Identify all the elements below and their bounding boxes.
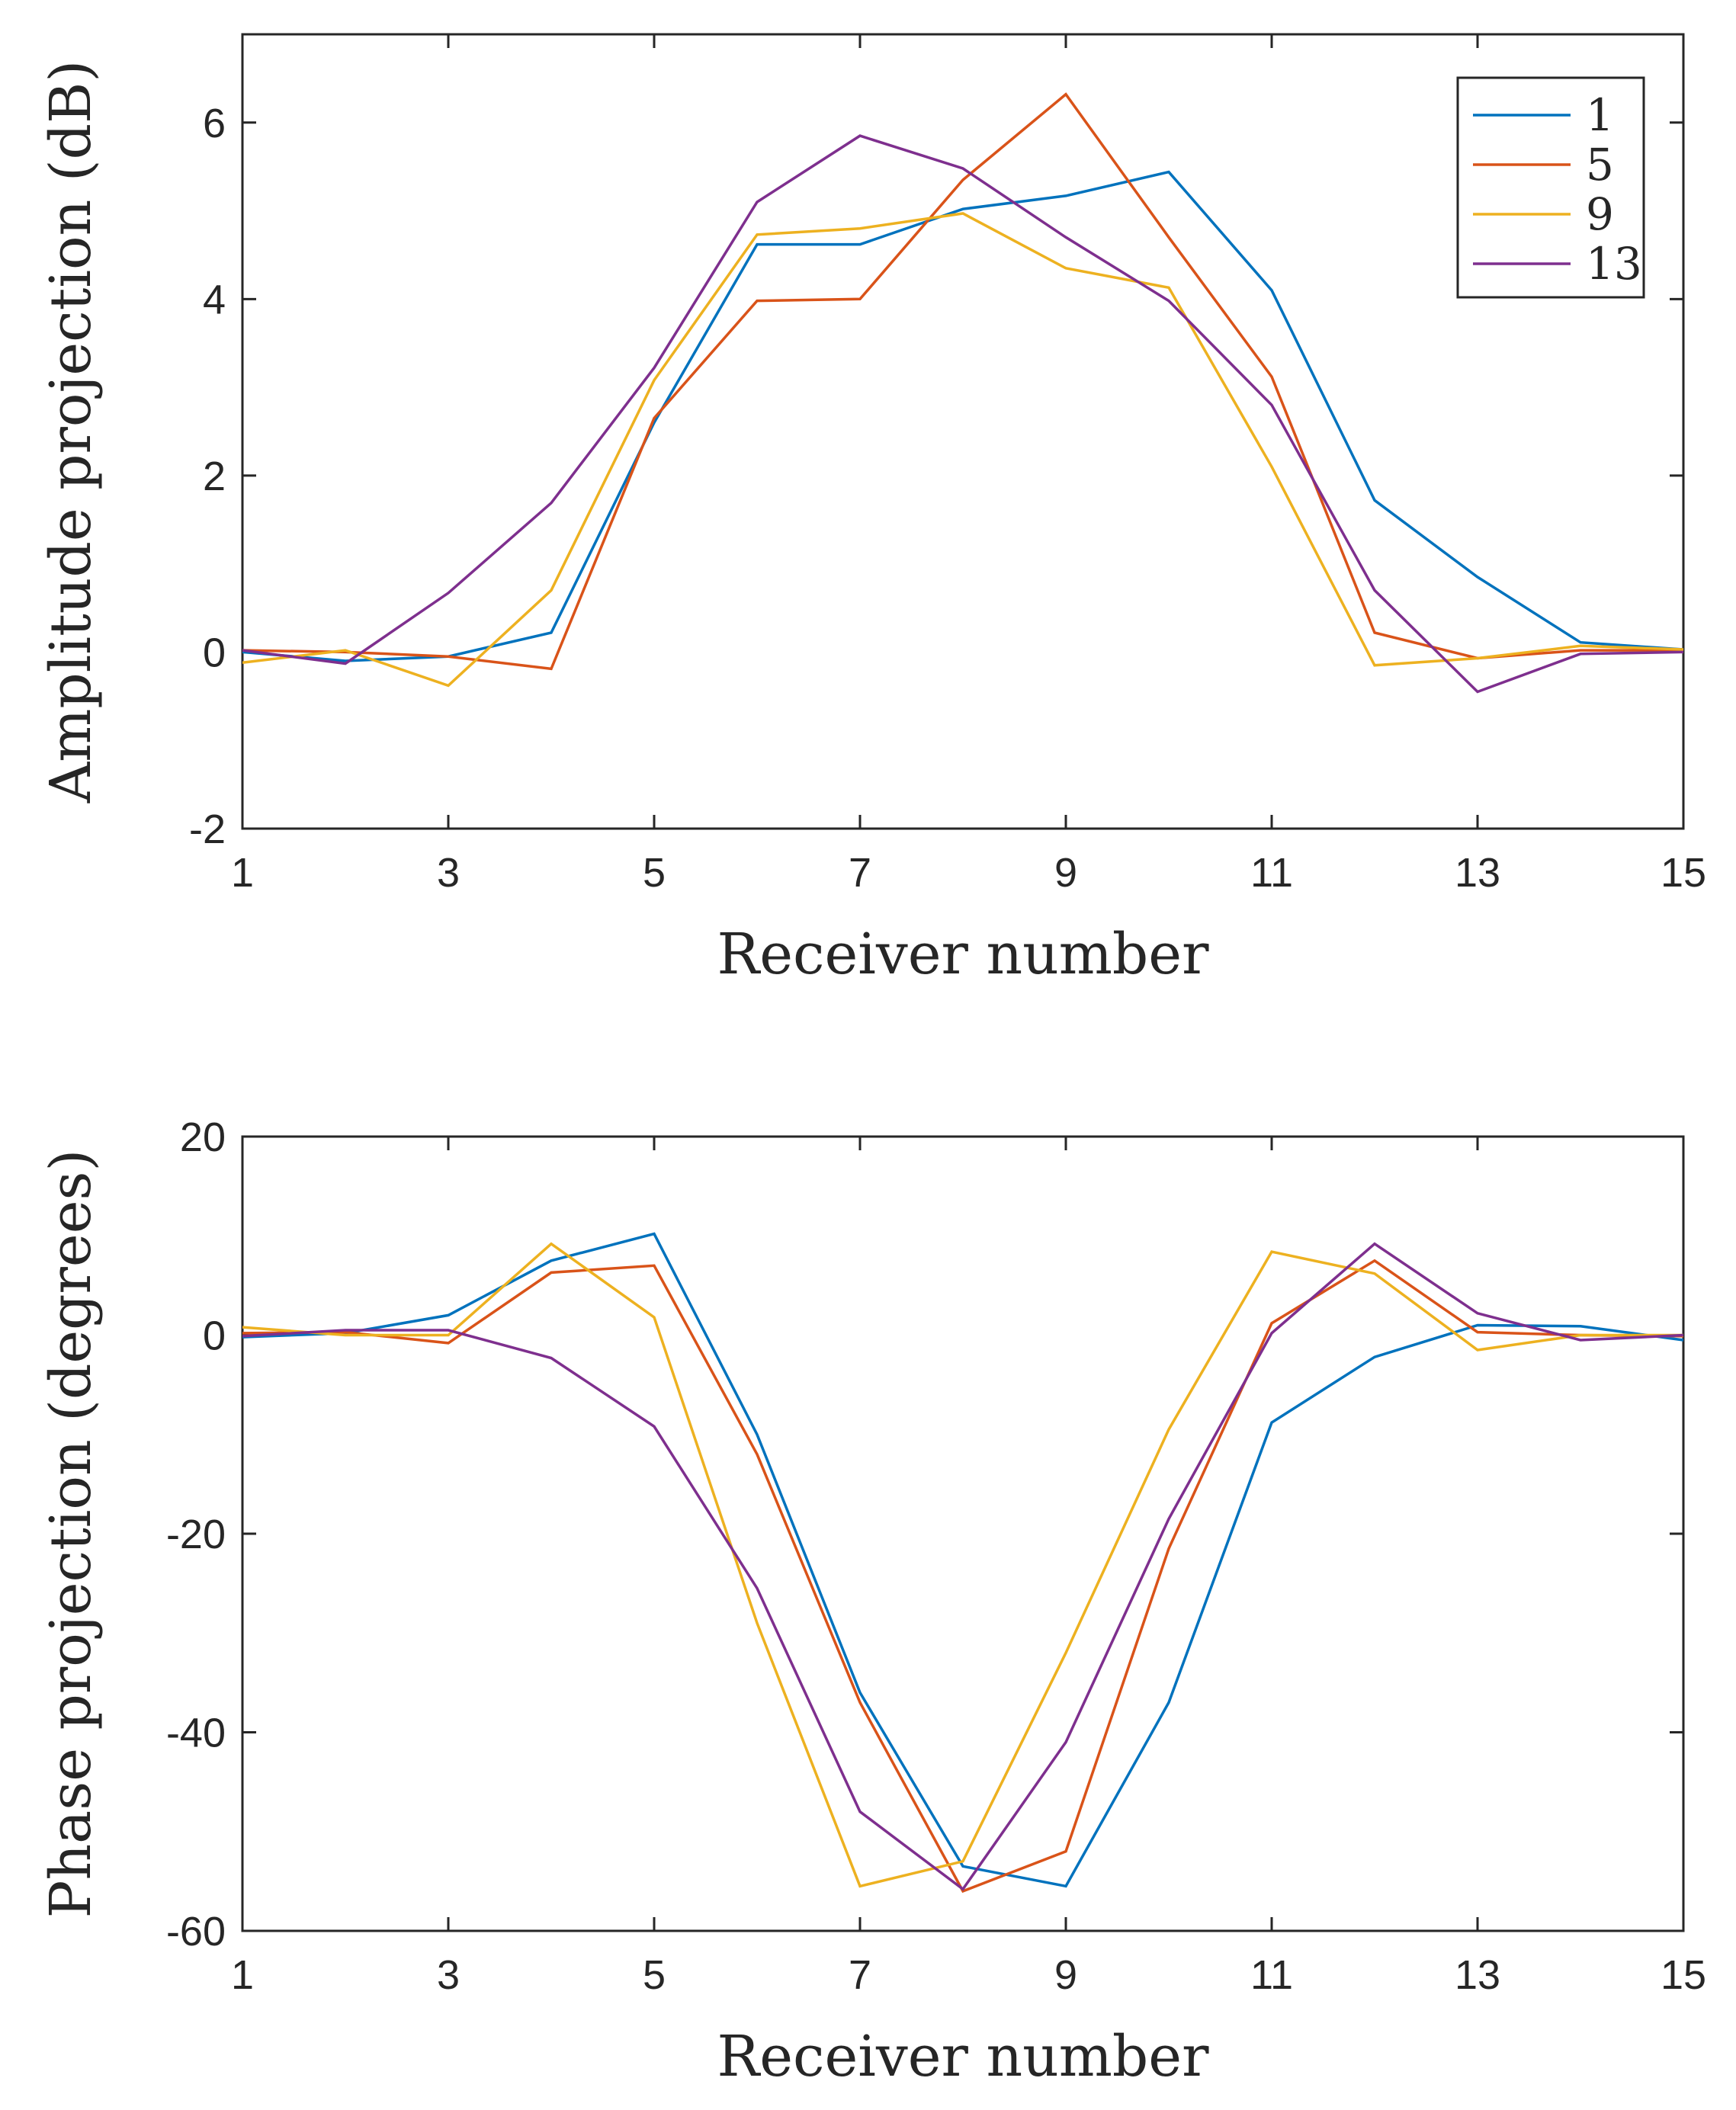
phase-y-tick-label: -60 bbox=[166, 1909, 226, 1954]
phase-y-tick-label: 20 bbox=[180, 1114, 226, 1160]
phase-x-tick-label: 11 bbox=[1250, 1952, 1293, 1998]
legend-label-9: 9 bbox=[1586, 188, 1614, 240]
phase-x-tick-label: 5 bbox=[643, 1952, 666, 1998]
legend-label-5: 5 bbox=[1586, 139, 1614, 191]
phase-axes-frame bbox=[241, 1135, 1685, 1932]
phase-x-tick-label: 3 bbox=[437, 1952, 460, 1998]
phase-x-tick-label: 7 bbox=[849, 1952, 871, 1998]
amplitude-series-line-1 bbox=[242, 170, 1683, 662]
phase-x-axis-label: Receiver number bbox=[717, 2024, 1210, 2089]
phase-y-tick-label: -20 bbox=[166, 1512, 226, 1557]
amplitude-x-tick-label: 9 bbox=[1054, 850, 1077, 896]
amplitude-y-tick-label: 4 bbox=[203, 277, 226, 322]
phase-x-tick-label: 9 bbox=[1054, 1952, 1077, 1998]
amplitude-x-tick-label: 5 bbox=[643, 850, 666, 896]
amplitude-x-tick-label: 15 bbox=[1661, 850, 1706, 896]
amplitude-y-tick-label: -2 bbox=[189, 806, 226, 852]
phase-series-line-9 bbox=[242, 1242, 1683, 1888]
amplitude-series-line-13 bbox=[242, 134, 1683, 694]
phase-y-tick-label: -40 bbox=[166, 1711, 226, 1756]
amplitude-x-tick-label: 7 bbox=[849, 850, 871, 896]
amplitude-x-tick-label: 3 bbox=[437, 850, 460, 896]
phase-x-tick-label: 13 bbox=[1455, 1952, 1500, 1998]
amplitude-y-axis-label: Amplitude projection (dB) bbox=[38, 60, 104, 804]
legend-label-1: 1 bbox=[1586, 89, 1614, 141]
amplitude-y-tick-label: 2 bbox=[203, 454, 226, 499]
amplitude-x-axis-label: Receiver number bbox=[717, 922, 1210, 987]
amplitude-y-tick-label: 0 bbox=[203, 630, 226, 675]
amplitude-x-tick-label: 1 bbox=[231, 850, 254, 896]
phase-x-tick-label: 15 bbox=[1661, 1952, 1706, 1998]
phase-series-line-13 bbox=[242, 1242, 1683, 1891]
phase-y-axis-label: Phase projection (degrees) bbox=[38, 1150, 104, 1919]
amplitude-y-tick-label: 6 bbox=[203, 101, 226, 146]
phase-series-line-5 bbox=[242, 1259, 1683, 1894]
phase-x-tick-label: 1 bbox=[231, 1952, 254, 1998]
phase-y-tick-label: 0 bbox=[203, 1313, 226, 1359]
amplitude-axes-frame bbox=[241, 33, 1685, 830]
phase-series-line-1 bbox=[242, 1232, 1683, 1888]
legend-label-13: 13 bbox=[1586, 238, 1642, 290]
amplitude-series-line-9 bbox=[242, 212, 1683, 688]
amplitude-x-tick-label: 11 bbox=[1250, 850, 1293, 896]
amplitude-x-tick-label: 13 bbox=[1455, 850, 1500, 896]
amplitude-series-line-5 bbox=[242, 92, 1683, 671]
